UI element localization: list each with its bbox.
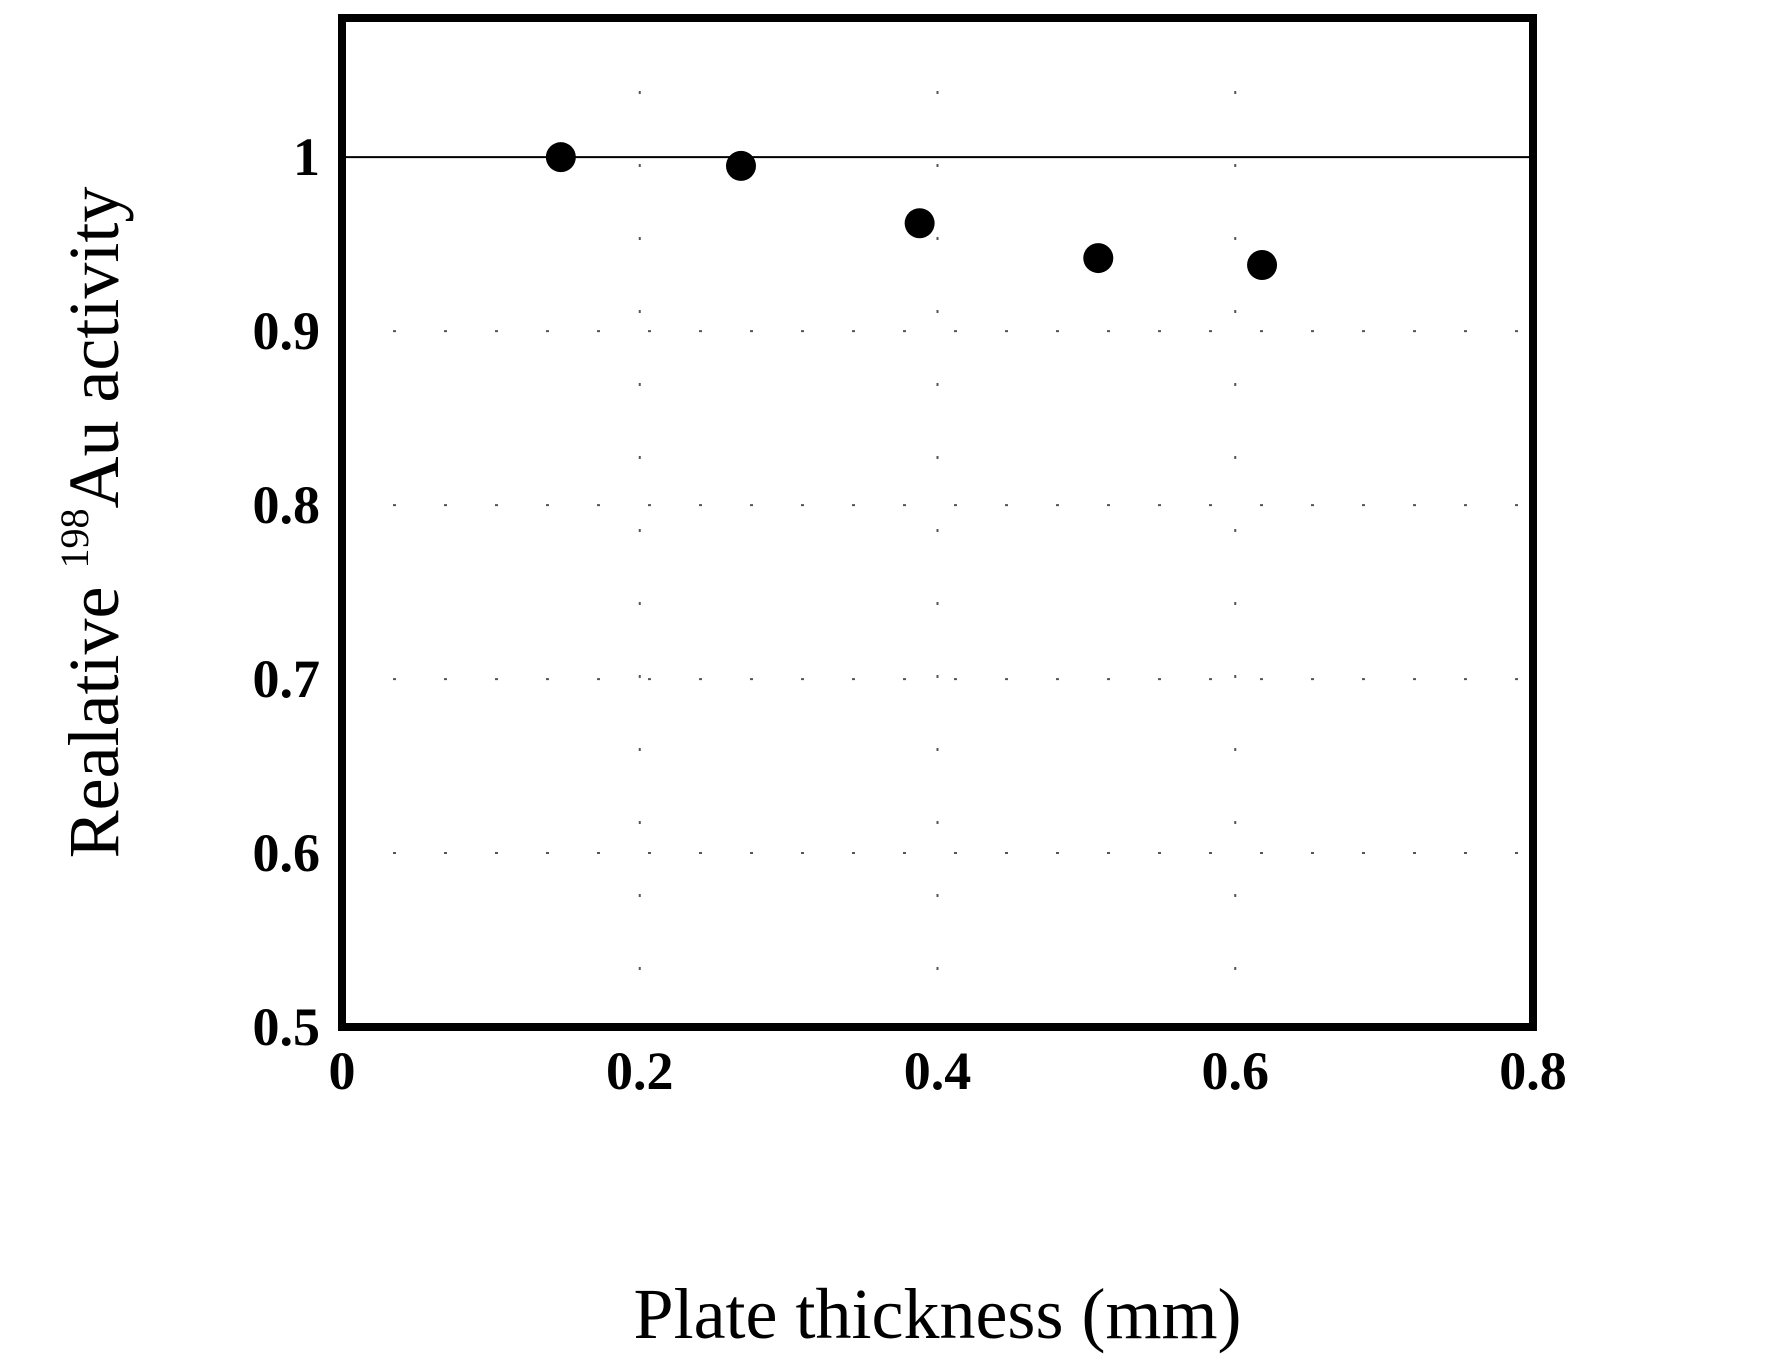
x-tick-label-4: 0.8	[1499, 1041, 1567, 1101]
y-tick-label-5: 1	[293, 127, 320, 187]
y-tick-label-0: 0.5	[253, 997, 321, 1057]
y-tick-label-3: 0.8	[253, 475, 321, 535]
data-point-0-1	[725, 150, 756, 181]
grid-lines	[342, 18, 1533, 1027]
y-tick-label-1: 0.6	[253, 823, 321, 883]
y-axis-title-prefix: Realative	[54, 569, 134, 859]
data-point-0-0	[545, 142, 576, 173]
data-points	[545, 142, 1278, 281]
x-axis-ticks: 0 0.2 0.4 0.6 0.8	[329, 1041, 1567, 1101]
y-tick-label-4: 0.9	[253, 301, 321, 361]
y-axis-title-suffix: Au activity	[54, 187, 134, 509]
y-axis-ticks: 0.5 0.6 0.7 0.8 0.9 1	[253, 127, 321, 1057]
y-axis-title-superscript: 198	[52, 509, 97, 569]
y-axis-title: Realative 198Au activity	[52, 187, 134, 859]
x-tick-label-0: 0	[329, 1041, 356, 1101]
data-point-0-2	[904, 208, 935, 239]
data-point-0-3	[1083, 243, 1114, 274]
data-point-0-4	[1247, 250, 1278, 281]
x-tick-label-3: 0.6	[1202, 1041, 1270, 1101]
y-tick-label-2: 0.7	[253, 649, 321, 709]
x-tick-label-1: 0.2	[606, 1041, 674, 1101]
x-tick-label-2: 0.4	[904, 1041, 972, 1101]
plot-frame	[338, 14, 1537, 1031]
x-axis-title: Plate thickness (mm)	[634, 1274, 1242, 1354]
